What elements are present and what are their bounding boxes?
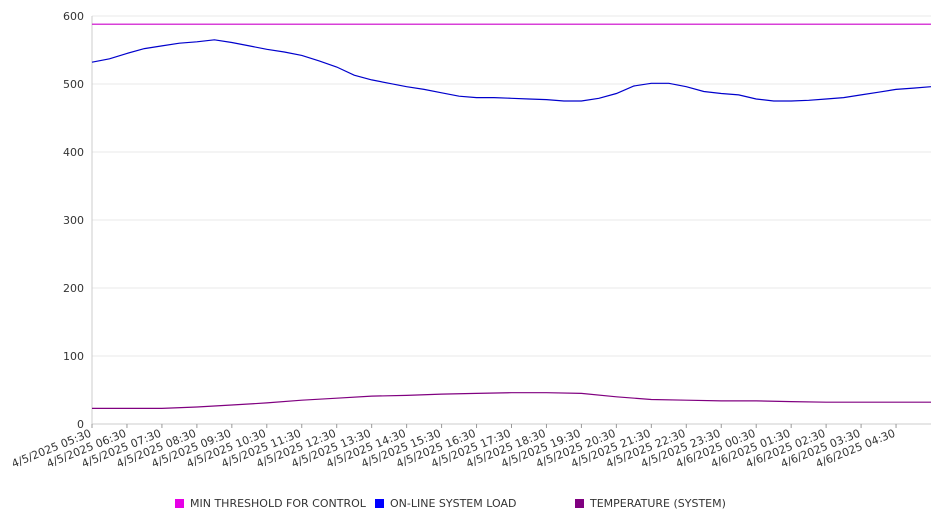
- series-line-system-load: [91, 39, 932, 102]
- y-tick-label: 600: [63, 10, 84, 23]
- legend-item-temperature: TEMPERATURE (SYSTEM): [575, 497, 726, 510]
- legend-swatch-temperature: [575, 499, 584, 508]
- legend-swatch-system-load: [375, 499, 384, 508]
- legend-swatch-min-threshold: [175, 499, 184, 508]
- y-tick-label: 300: [63, 214, 84, 227]
- y-tick-label: 0: [77, 418, 84, 431]
- legend-label-temperature: TEMPERATURE (SYSTEM): [590, 497, 726, 510]
- series-lines: [91, 23, 932, 409]
- y-tick-label: 400: [63, 146, 84, 159]
- legend-item-min-threshold: MIN THRESHOLD FOR CONTROL: [175, 497, 366, 510]
- legend-item-system-load: ON-LINE SYSTEM LOAD: [375, 497, 516, 510]
- legend-label-system-load: ON-LINE SYSTEM LOAD: [390, 497, 517, 510]
- y-axis-ticks: 0 100 200 300 400 500 600: [63, 10, 84, 431]
- gridlines: [92, 15, 931, 425]
- legend-label-min-threshold: MIN THRESHOLD FOR CONTROL: [190, 497, 366, 510]
- y-tick-label: 100: [63, 350, 84, 363]
- series-line-temperature: [92, 392, 931, 409]
- y-tick-label: 500: [63, 78, 84, 91]
- x-axis-ticks: 4/5/2025 05:304/5/2025 06:304/5/2025 07:…: [10, 424, 897, 470]
- y-tick-label: 200: [63, 282, 84, 295]
- legend: MIN THRESHOLD FOR CONTROL ON-LINE SYSTEM…: [0, 497, 946, 517]
